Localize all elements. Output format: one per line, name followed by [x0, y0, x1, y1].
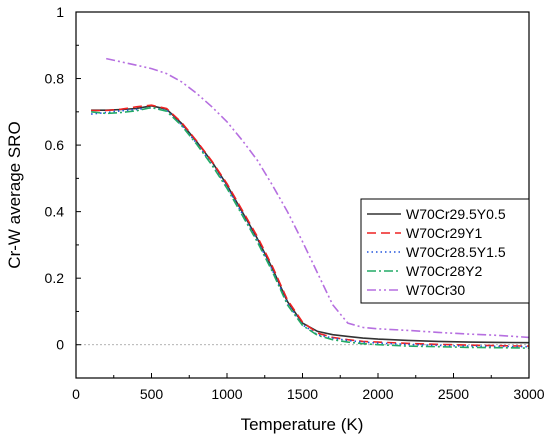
y-tick-label: 0.2 [45, 270, 65, 286]
y-tick-label: 0.4 [45, 204, 65, 220]
x-tick-label: 0 [72, 386, 80, 402]
series-line-5 [106, 57, 530, 339]
series-lines [91, 57, 530, 349]
y-tick-label: 1 [56, 4, 64, 20]
y-axis-title: Cr-W average SRO [5, 121, 24, 268]
legend: W70Cr29.5Y0.5 W70Cr29Y1 W70Cr28.5Y1.5 W70Cr… [360, 198, 530, 304]
legend-label-5: W70Cr30 [406, 282, 465, 298]
y-tick-label: 0 [56, 337, 64, 353]
x-tick-label: 2500 [438, 386, 469, 402]
x-tick-label: 1500 [287, 386, 318, 402]
legend-label-4: W70Cr28Y2 [406, 263, 482, 279]
series-line-2 [91, 104, 530, 347]
x-tick-label: 3000 [513, 386, 544, 402]
y-tick-label: 0.6 [45, 137, 65, 153]
axis-ticks [75, 11, 530, 379]
y-tick-label: 0.8 [45, 71, 65, 87]
x-tick-label: 500 [140, 386, 164, 402]
legend-label-3: W70Cr28.5Y1.5 [406, 244, 506, 260]
x-tick-label: 2000 [362, 386, 393, 402]
legend-label-2: W70Cr29Y1 [406, 225, 482, 241]
tick-labels: 0 500 1000 1500 2000 2500 3000 0 0.2 0.4 0.6 0.8 1 [45, 4, 545, 402]
x-axis-title: Temperature (K) [241, 415, 364, 434]
legend-frame [360, 198, 530, 304]
x-tick-label: 1000 [211, 386, 242, 402]
legend-label-1: W70Cr29.5Y0.5 [406, 206, 506, 222]
